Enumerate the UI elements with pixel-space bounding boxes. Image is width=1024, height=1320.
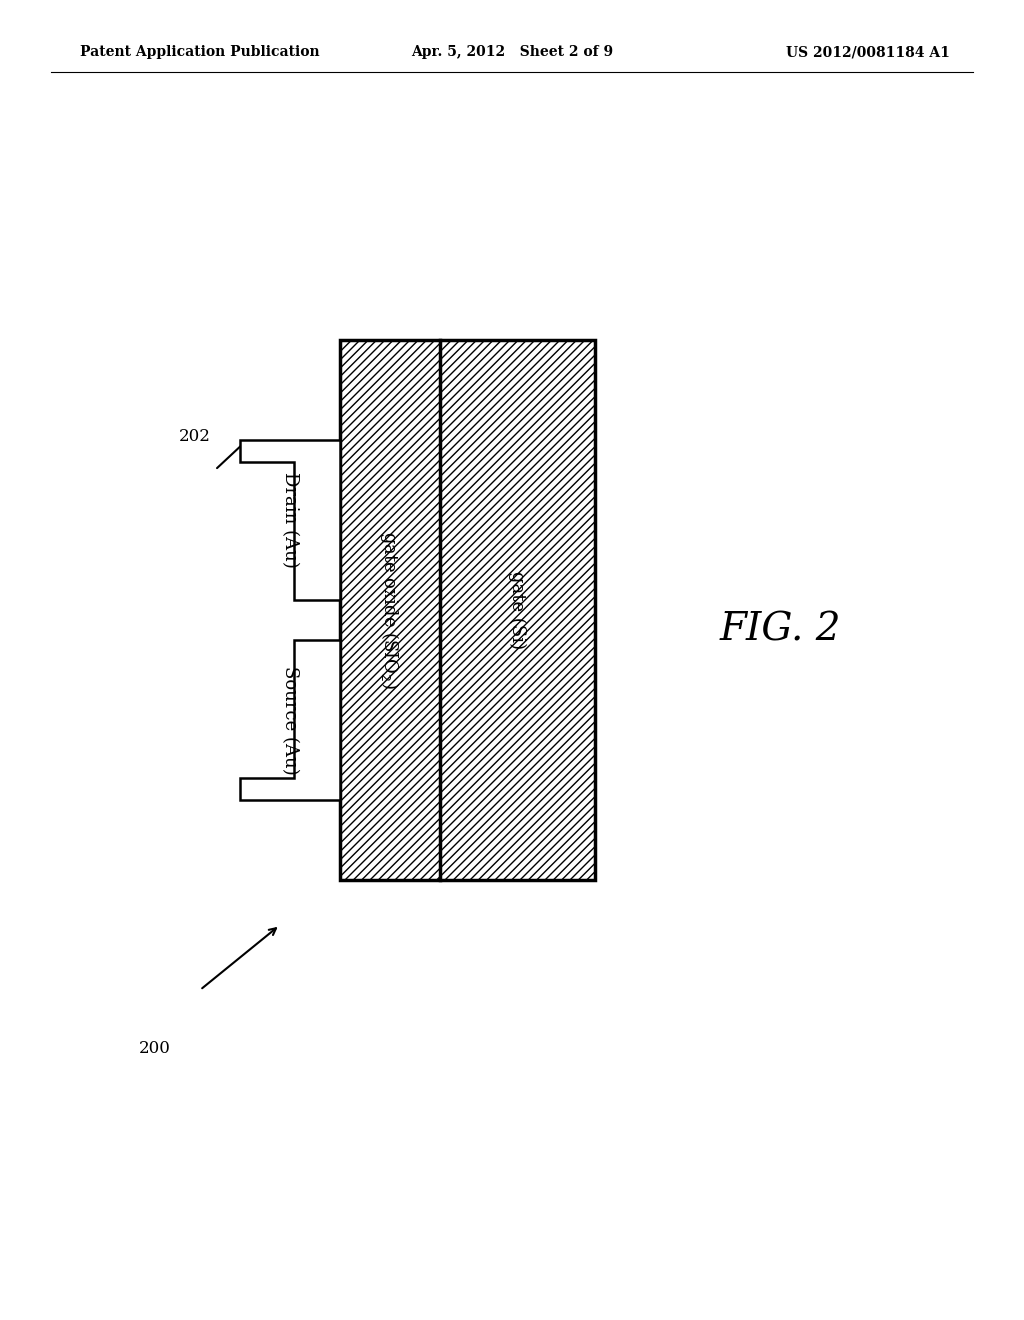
Text: FIG. 2: FIG. 2 (719, 611, 841, 648)
Bar (340, 341, 595, 880)
Polygon shape (240, 640, 340, 800)
Text: 200: 200 (139, 1040, 171, 1057)
Text: gate oxide (SIO$_2$): gate oxide (SIO$_2$) (379, 531, 401, 689)
Polygon shape (240, 440, 340, 601)
Bar (340, 341, 440, 880)
Bar (440, 341, 595, 880)
Text: Drain (Au): Drain (Au) (281, 473, 299, 568)
Text: US 2012/0081184 A1: US 2012/0081184 A1 (786, 45, 950, 59)
Text: gate (Si): gate (Si) (508, 572, 526, 649)
Text: Patent Application Publication: Patent Application Publication (80, 45, 319, 59)
Text: Source (Au): Source (Au) (281, 665, 299, 775)
Text: 202: 202 (179, 428, 211, 445)
Text: Apr. 5, 2012   Sheet 2 of 9: Apr. 5, 2012 Sheet 2 of 9 (411, 45, 613, 59)
